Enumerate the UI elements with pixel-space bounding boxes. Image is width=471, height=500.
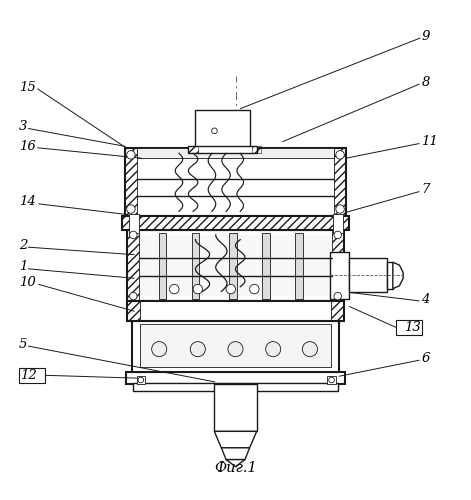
Bar: [137, 148, 334, 158]
Text: 15: 15: [19, 81, 36, 94]
Bar: [140, 324, 331, 367]
Bar: [19, 368, 45, 383]
Bar: [127, 301, 140, 320]
Circle shape: [302, 342, 317, 356]
Circle shape: [130, 231, 137, 238]
Bar: [334, 148, 346, 216]
Circle shape: [127, 150, 135, 159]
Bar: [122, 216, 349, 230]
Bar: [295, 232, 303, 298]
Bar: [262, 232, 270, 298]
Bar: [192, 232, 199, 298]
Circle shape: [329, 377, 334, 383]
Bar: [127, 230, 344, 301]
Bar: [132, 320, 339, 372]
Bar: [349, 258, 387, 292]
Polygon shape: [393, 262, 403, 288]
Text: 14: 14: [19, 196, 36, 208]
Text: 12: 12: [20, 369, 37, 382]
Bar: [125, 148, 346, 216]
Circle shape: [228, 342, 243, 356]
Circle shape: [170, 284, 179, 294]
Text: 11: 11: [422, 135, 439, 148]
Bar: [188, 146, 257, 154]
Bar: [125, 148, 137, 216]
Circle shape: [127, 205, 135, 214]
Circle shape: [334, 292, 341, 300]
Circle shape: [336, 205, 344, 214]
Bar: [332, 230, 344, 301]
Bar: [387, 262, 393, 288]
Circle shape: [336, 150, 344, 159]
Text: 1: 1: [19, 260, 27, 274]
Text: 2: 2: [19, 239, 27, 252]
Bar: [333, 214, 343, 233]
Bar: [137, 376, 145, 384]
Text: 9: 9: [422, 30, 430, 43]
Bar: [126, 372, 345, 384]
Bar: [396, 320, 422, 335]
Text: 4: 4: [422, 293, 430, 306]
Bar: [229, 232, 237, 298]
Circle shape: [334, 231, 341, 238]
Bar: [327, 376, 336, 384]
Circle shape: [266, 342, 281, 356]
Circle shape: [138, 377, 144, 383]
Polygon shape: [221, 448, 250, 460]
Bar: [214, 384, 257, 432]
Bar: [127, 230, 139, 301]
Text: 10: 10: [19, 276, 36, 289]
Circle shape: [130, 292, 137, 300]
Text: 6: 6: [422, 352, 430, 365]
Bar: [127, 301, 344, 320]
Polygon shape: [214, 432, 257, 448]
Circle shape: [250, 284, 259, 294]
Text: 7: 7: [422, 183, 430, 196]
Text: 13: 13: [404, 320, 421, 334]
Bar: [129, 214, 139, 233]
Text: 5: 5: [19, 338, 27, 350]
Text: 8: 8: [422, 76, 430, 90]
Bar: [159, 232, 166, 298]
Bar: [252, 146, 261, 154]
Text: 16: 16: [19, 140, 36, 153]
Polygon shape: [226, 460, 245, 466]
Circle shape: [152, 342, 167, 356]
Bar: [139, 235, 332, 296]
Text: 3: 3: [19, 120, 27, 133]
Bar: [331, 301, 344, 320]
Circle shape: [211, 128, 217, 134]
Bar: [195, 110, 250, 148]
Circle shape: [190, 342, 205, 356]
Bar: [122, 216, 349, 230]
Circle shape: [226, 284, 236, 294]
Bar: [188, 146, 198, 154]
Text: Фиг.1: Фиг.1: [214, 460, 257, 474]
Bar: [133, 383, 338, 392]
Bar: [330, 252, 349, 300]
Circle shape: [193, 284, 203, 294]
